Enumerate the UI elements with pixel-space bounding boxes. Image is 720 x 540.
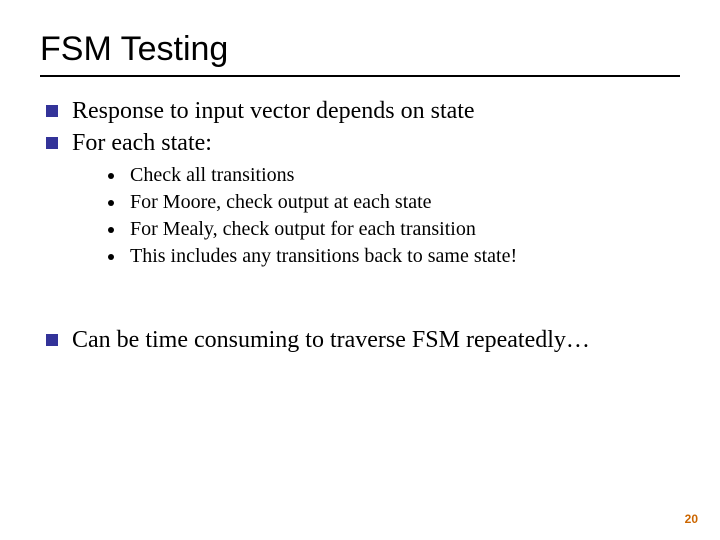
spacer <box>40 270 680 324</box>
sub-bullet-item: This includes any transitions back to sa… <box>108 243 680 270</box>
sub-bullet-item: For Mealy, check output for each transit… <box>108 216 680 243</box>
page-number: 20 <box>685 512 698 526</box>
sub-bullet-item: Check all transitions <box>108 162 680 189</box>
bullet-item: Can be time consuming to traverse FSM re… <box>46 324 680 356</box>
bullet-list-top: Response to input vector depends on stat… <box>46 95 680 270</box>
bullet-list-bottom: Can be time consuming to traverse FSM re… <box>46 324 680 356</box>
bullet-text: For each state: <box>72 130 212 156</box>
sub-bullet-item: For Moore, check output at each state <box>108 189 680 216</box>
slide: FSM Testing Response to input vector dep… <box>0 0 720 540</box>
slide-title: FSM Testing <box>40 30 680 69</box>
sub-bullet-list: Check all transitions For Moore, check o… <box>108 162 680 270</box>
title-rule <box>40 75 680 77</box>
bullet-item: Response to input vector depends on stat… <box>46 95 680 127</box>
bullet-item: For each state: Check all transitions Fo… <box>46 127 680 269</box>
